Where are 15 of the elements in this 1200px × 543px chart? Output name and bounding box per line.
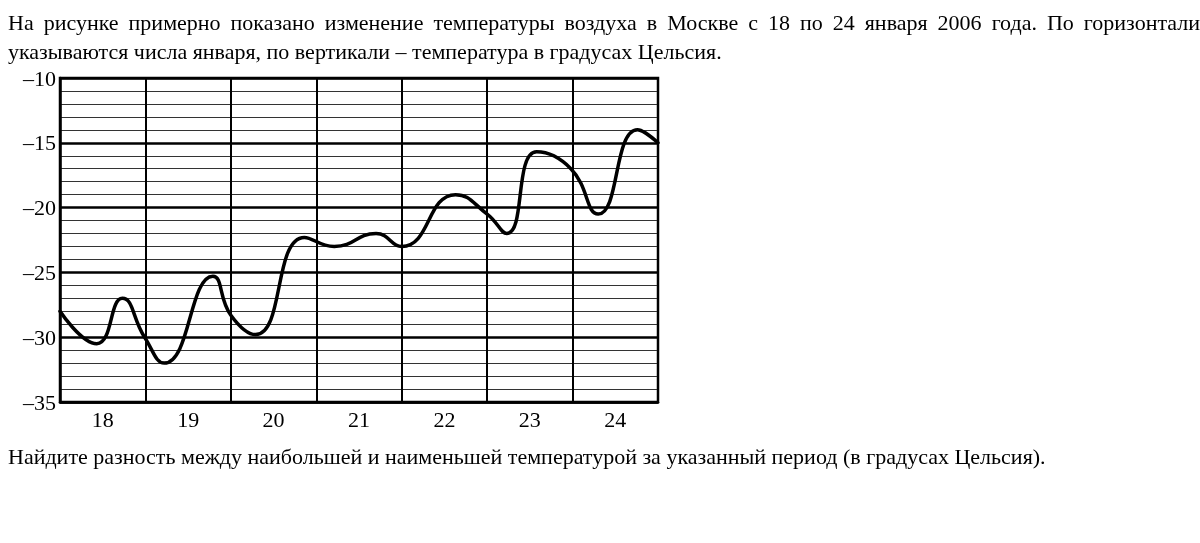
y-tick-label: –10 — [22, 65, 56, 91]
x-tick-label: 21 — [348, 406, 370, 432]
x-tick-label: 24 — [604, 406, 627, 432]
x-tick-label: 22 — [433, 406, 456, 432]
x-tick-label: 23 — [518, 406, 541, 432]
y-tick-label: –35 — [22, 389, 56, 415]
text: Найдите разность между наибольшей и наименьшей температурой за указанный период (в градусах Цельсия). — [8, 443, 1047, 471]
x-tick-label: 19 — [177, 406, 200, 432]
y-tick-label: –30 — [22, 324, 56, 350]
y-tick-label: –25 — [22, 259, 56, 285]
x-tick-label: 20 — [262, 406, 285, 432]
x-tick-label: 18 — [91, 406, 114, 432]
y-tick-label: –20 — [22, 195, 56, 221]
chart-title: На рисунке примерно показано изменение температуры воздуха в Москве с 18 по 24 января 2006 года. По горизонтали указываются числа января, по вертикали – температура в градусах Цельсия. — [8, 9, 1200, 66]
y-tick-label: –15 — [22, 130, 56, 156]
